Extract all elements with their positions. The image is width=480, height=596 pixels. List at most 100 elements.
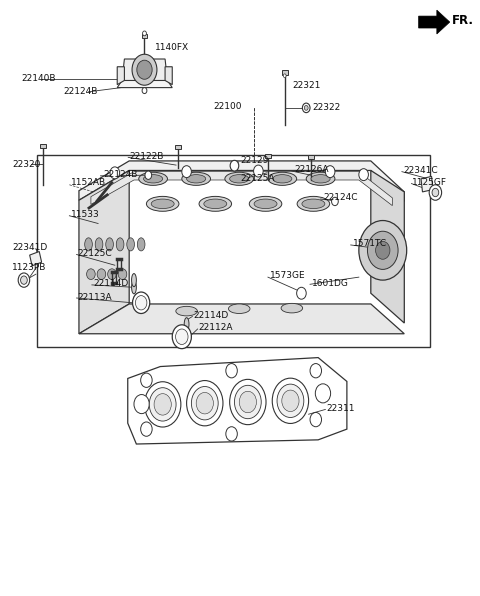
Bar xyxy=(265,154,271,158)
Bar xyxy=(282,70,288,74)
Text: 22100: 22100 xyxy=(213,102,241,111)
Text: 22122B: 22122B xyxy=(129,151,164,161)
Circle shape xyxy=(429,185,442,200)
Ellipse shape xyxy=(151,199,174,209)
Text: 22341D: 22341D xyxy=(12,243,47,252)
Ellipse shape xyxy=(146,197,179,212)
Ellipse shape xyxy=(116,238,124,251)
Ellipse shape xyxy=(204,199,227,209)
Ellipse shape xyxy=(127,238,134,251)
Circle shape xyxy=(176,329,188,344)
Polygon shape xyxy=(79,170,129,334)
Circle shape xyxy=(141,422,152,436)
Polygon shape xyxy=(79,304,404,334)
Polygon shape xyxy=(128,358,347,444)
Ellipse shape xyxy=(137,238,145,251)
Circle shape xyxy=(182,166,192,178)
Text: 11533: 11533 xyxy=(71,210,99,219)
Text: FR.: FR. xyxy=(452,14,474,27)
Ellipse shape xyxy=(184,318,189,331)
Text: 22124B: 22124B xyxy=(63,87,97,97)
Circle shape xyxy=(226,427,237,441)
Text: 1152AB: 1152AB xyxy=(71,178,106,188)
Text: 22321: 22321 xyxy=(293,81,321,91)
Circle shape xyxy=(310,364,322,378)
Ellipse shape xyxy=(187,175,206,183)
Text: 1601DG: 1601DG xyxy=(312,278,349,288)
Circle shape xyxy=(172,325,192,349)
Bar xyxy=(40,144,46,148)
Polygon shape xyxy=(165,67,172,85)
Circle shape xyxy=(86,269,95,280)
Circle shape xyxy=(108,269,116,280)
Circle shape xyxy=(196,392,214,414)
Circle shape xyxy=(277,384,304,417)
Circle shape xyxy=(375,241,390,259)
Ellipse shape xyxy=(229,175,249,183)
Text: 22114D: 22114D xyxy=(93,279,129,288)
Circle shape xyxy=(144,382,181,427)
Bar xyxy=(37,155,430,347)
Text: 22129: 22129 xyxy=(240,156,269,166)
Ellipse shape xyxy=(132,281,136,294)
Circle shape xyxy=(283,74,286,77)
Text: 22124B: 22124B xyxy=(103,170,137,179)
Circle shape xyxy=(21,276,27,284)
Text: 22322: 22322 xyxy=(312,103,340,113)
Circle shape xyxy=(226,364,237,378)
Bar xyxy=(308,155,314,159)
Circle shape xyxy=(230,160,239,171)
Circle shape xyxy=(310,412,322,427)
Text: 1123PB: 1123PB xyxy=(12,262,47,272)
Circle shape xyxy=(143,31,146,36)
Circle shape xyxy=(253,165,263,177)
Polygon shape xyxy=(371,170,404,323)
Circle shape xyxy=(302,103,310,113)
Polygon shape xyxy=(117,67,124,85)
Circle shape xyxy=(315,384,331,403)
Text: 22125A: 22125A xyxy=(240,174,275,184)
Ellipse shape xyxy=(225,172,253,185)
Circle shape xyxy=(325,166,335,178)
Ellipse shape xyxy=(199,197,231,212)
Text: 22113A: 22113A xyxy=(77,293,112,303)
Ellipse shape xyxy=(297,197,330,212)
Text: 1571TC: 1571TC xyxy=(353,239,387,249)
Ellipse shape xyxy=(254,199,277,209)
Polygon shape xyxy=(117,80,172,88)
Circle shape xyxy=(154,393,171,415)
Text: 22320: 22320 xyxy=(12,160,40,169)
Ellipse shape xyxy=(84,238,92,251)
Polygon shape xyxy=(421,176,433,192)
Circle shape xyxy=(118,269,127,280)
Ellipse shape xyxy=(302,199,325,209)
Ellipse shape xyxy=(306,172,335,185)
Polygon shape xyxy=(122,59,168,80)
Circle shape xyxy=(239,391,256,413)
Circle shape xyxy=(142,88,147,94)
Ellipse shape xyxy=(268,172,297,185)
Circle shape xyxy=(18,273,30,287)
Polygon shape xyxy=(91,172,392,206)
Ellipse shape xyxy=(106,238,113,251)
Ellipse shape xyxy=(281,303,302,313)
Circle shape xyxy=(97,269,106,280)
Ellipse shape xyxy=(228,304,250,313)
Polygon shape xyxy=(30,252,42,266)
Ellipse shape xyxy=(273,175,292,183)
Circle shape xyxy=(141,373,152,387)
Ellipse shape xyxy=(132,274,136,287)
Text: 1125GF: 1125GF xyxy=(412,178,447,187)
Text: 1140FX: 1140FX xyxy=(155,42,189,52)
Circle shape xyxy=(137,60,152,79)
Circle shape xyxy=(432,188,439,197)
Circle shape xyxy=(134,395,149,414)
Polygon shape xyxy=(79,161,404,201)
Polygon shape xyxy=(419,10,450,34)
Ellipse shape xyxy=(95,238,103,251)
Text: 22126A: 22126A xyxy=(294,165,329,175)
Ellipse shape xyxy=(182,172,211,185)
Circle shape xyxy=(359,221,407,280)
Circle shape xyxy=(187,381,223,426)
Circle shape xyxy=(132,54,157,85)
